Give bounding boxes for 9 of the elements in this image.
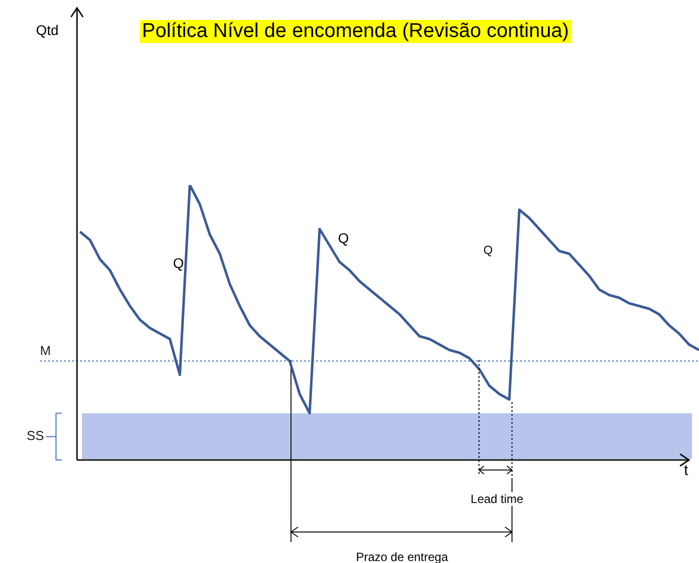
text: Lead time — [470, 492, 524, 506]
ref-line-label: M — [40, 343, 51, 358]
chart-title: Política Nível de encomenda (Revisão continua) — [140, 20, 571, 43]
band-label: SS — [26, 428, 44, 444]
x-axis-title: t — [684, 462, 688, 479]
annotation: Q — [338, 230, 349, 246]
annotation: Q — [483, 243, 493, 257]
annotation: Q — [173, 255, 184, 271]
text: Qtd — [36, 22, 59, 38]
